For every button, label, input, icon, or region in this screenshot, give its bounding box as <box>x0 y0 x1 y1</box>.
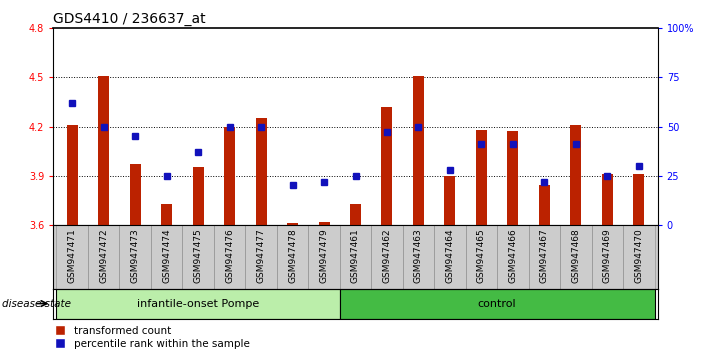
Bar <box>476 130 487 225</box>
Text: GSM947469: GSM947469 <box>603 228 611 283</box>
Bar <box>277 225 309 289</box>
Bar <box>67 125 77 225</box>
Text: infantile-onset Pompe: infantile-onset Pompe <box>137 298 260 309</box>
Bar <box>183 225 214 289</box>
Text: GSM947477: GSM947477 <box>257 228 266 283</box>
Bar <box>245 225 277 289</box>
Bar <box>528 225 560 289</box>
Bar <box>602 174 613 225</box>
Bar <box>402 225 434 289</box>
Bar <box>444 176 456 225</box>
Text: GSM947472: GSM947472 <box>100 228 108 282</box>
Text: GSM947476: GSM947476 <box>225 228 234 283</box>
Bar <box>382 107 392 225</box>
Bar <box>129 164 141 225</box>
Text: GSM947466: GSM947466 <box>508 228 518 283</box>
Text: GSM947475: GSM947475 <box>193 228 203 283</box>
Bar <box>371 225 402 289</box>
Text: GSM947463: GSM947463 <box>414 228 423 283</box>
Bar <box>255 118 267 225</box>
Text: GSM947465: GSM947465 <box>477 228 486 283</box>
Bar <box>287 223 298 225</box>
Bar <box>214 225 245 289</box>
Bar <box>88 225 119 289</box>
Text: GSM947474: GSM947474 <box>162 228 171 282</box>
Text: control: control <box>478 298 516 309</box>
Bar <box>151 225 183 289</box>
Bar <box>319 222 329 225</box>
Bar <box>560 225 592 289</box>
Text: GSM947471: GSM947471 <box>68 228 77 283</box>
Legend: transformed count, percentile rank within the sample: transformed count, percentile rank withi… <box>55 326 250 349</box>
Text: GSM947467: GSM947467 <box>540 228 549 283</box>
Bar <box>193 167 203 225</box>
Bar <box>56 289 340 319</box>
Text: GSM947462: GSM947462 <box>383 228 392 282</box>
Text: GSM947468: GSM947468 <box>572 228 580 283</box>
Text: GSM947470: GSM947470 <box>634 228 643 283</box>
Text: GSM947464: GSM947464 <box>445 228 454 282</box>
Text: GSM947479: GSM947479 <box>319 228 328 283</box>
Bar <box>592 225 623 289</box>
Bar <box>508 131 518 225</box>
Bar <box>634 174 644 225</box>
Text: disease state: disease state <box>2 298 71 309</box>
Bar <box>570 125 582 225</box>
Text: GSM947478: GSM947478 <box>288 228 297 283</box>
Bar <box>340 289 655 319</box>
Text: GSM947461: GSM947461 <box>351 228 360 283</box>
Bar <box>413 76 424 225</box>
Text: GDS4410 / 236637_at: GDS4410 / 236637_at <box>53 12 206 26</box>
Bar <box>56 225 88 289</box>
Bar <box>224 126 235 225</box>
Bar <box>340 225 371 289</box>
Bar <box>497 225 528 289</box>
Bar <box>161 204 172 225</box>
Bar <box>623 225 655 289</box>
Bar <box>466 225 497 289</box>
Bar <box>309 225 340 289</box>
Bar <box>98 76 109 225</box>
Bar <box>119 225 151 289</box>
Bar <box>434 225 466 289</box>
Bar <box>539 185 550 225</box>
Text: GSM947473: GSM947473 <box>131 228 139 283</box>
Bar <box>350 204 361 225</box>
